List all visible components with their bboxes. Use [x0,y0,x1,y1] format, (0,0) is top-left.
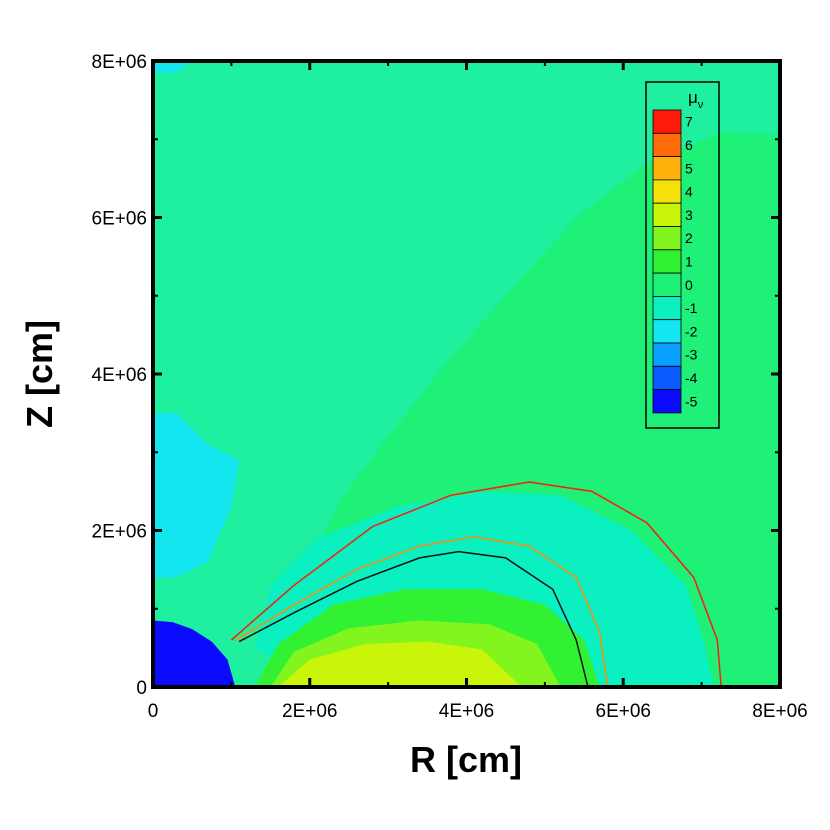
x-tick-label: 8E+06 [752,701,807,722]
legend-label: -5 [685,393,698,409]
x-tick-label: 6E+06 [596,701,651,722]
legend-swatch [652,202,682,227]
legend-swatch [652,295,682,321]
legend-label: 6 [685,137,693,153]
inner-black-contour [238,550,589,688]
legend-swatch [652,156,682,181]
region-core-blue [153,620,236,687]
x-tick-label: 4E+06 [439,701,494,722]
legend-label: 0 [685,277,693,293]
legend-swatch [652,226,682,251]
legend-label: 2 [685,230,693,246]
y-axis-label: Z [cm] [19,320,60,428]
legend-label: 7 [685,114,693,130]
legend-label: 3 [685,207,693,223]
region-top-left-patch [153,61,193,73]
legend-swatch [652,342,682,367]
legend-swatch [652,389,682,414]
legend-label: 4 [685,184,693,200]
region-left-cyan-patch [153,413,240,578]
y-tick-label: 0 [136,678,147,699]
contour-lines [230,481,722,688]
legend-swatch [652,179,682,204]
legend-swatch [652,132,682,158]
legend-swatch [652,365,682,390]
legend-label: -3 [685,347,698,363]
legend-label: 5 [685,160,693,176]
legend-label: -2 [685,323,698,339]
y-tick-label: 6E+06 [92,209,147,230]
axis-ticks: 0 2E+06 4E+06 6E+06 8E+06 0 2E+06 4E+06 6E+06 8E+… [92,52,808,722]
region-yellow-lobe [278,641,522,687]
middle-orange-contour [234,536,609,688]
outer-red-contour [230,481,722,688]
legend-label: -4 [685,370,698,386]
contour-regions [153,61,780,687]
legend-swatch [652,319,682,344]
y-tick-label: 2E+06 [92,522,147,543]
legend-label: 1 [685,253,693,269]
x-tick-label: 0 [148,701,159,722]
legend-title: μν [688,88,704,111]
legend-swatch [652,272,682,297]
legend-label: -1 [685,300,698,316]
x-tick-label: 2E+06 [282,701,337,722]
y-tick-label: 8E+06 [92,52,147,73]
legend-swatch [652,109,682,134]
x-axis-label: R [cm] [410,739,522,780]
y-tick-label: 4E+06 [92,365,147,386]
legend-box [645,81,720,429]
legend-swatch [652,249,682,274]
colorbar-legend: μν 7 6 5 4 3 2 1 0 -1 -2 -3 -4 -5 [645,81,720,429]
